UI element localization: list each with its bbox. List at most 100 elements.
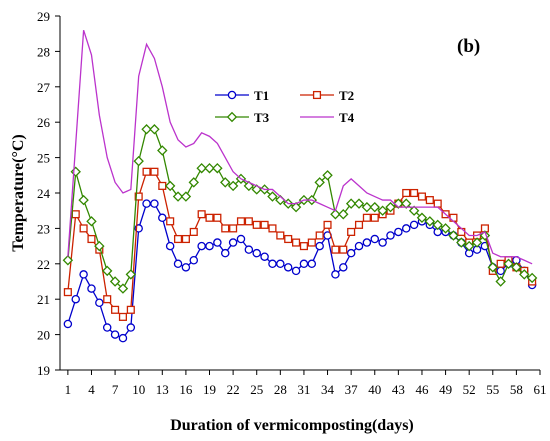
data-point-t2 bbox=[197, 210, 206, 219]
data-point-t3 bbox=[227, 180, 239, 192]
data-point-t1 bbox=[95, 298, 104, 307]
data-point-t1 bbox=[228, 238, 238, 247]
data-point-t2 bbox=[433, 199, 442, 208]
data-point-t3 bbox=[432, 219, 443, 231]
data-point-t3 bbox=[204, 163, 215, 174]
data-point-t3 bbox=[526, 272, 538, 284]
data-point-t3 bbox=[267, 191, 278, 202]
data-point-t3 bbox=[487, 262, 499, 273]
data-point-t2 bbox=[229, 224, 238, 233]
x-tick-label: 22 bbox=[227, 382, 240, 397]
x-tick-label: 19 bbox=[203, 382, 216, 397]
data-point-t2 bbox=[236, 217, 246, 226]
x-tick-label: 46 bbox=[415, 382, 429, 397]
data-point-t3 bbox=[456, 237, 467, 248]
data-point-t1 bbox=[401, 224, 411, 233]
data-point-t3 bbox=[117, 283, 129, 294]
chart-legend: T1 T2 T3 T4 bbox=[215, 88, 355, 125]
data-point-t3 bbox=[133, 155, 144, 167]
x-axis-ticks: 1 4 7 10 13 16 19 22 25 28 31 34 37 40 43 46 49 52 55 58 61 bbox=[65, 370, 547, 397]
x-tick-label: 1 bbox=[65, 382, 72, 397]
y-tick-label: 20 bbox=[37, 328, 50, 343]
data-point-t1 bbox=[158, 213, 167, 223]
data-point-t2 bbox=[87, 234, 96, 244]
panel-label: (b) bbox=[457, 36, 480, 57]
data-point-t2 bbox=[181, 234, 190, 244]
data-point-t2 bbox=[276, 231, 285, 240]
data-point-t3 bbox=[416, 212, 428, 223]
data-point-t2 bbox=[410, 188, 419, 198]
legend-marker-t3 bbox=[226, 111, 238, 123]
data-point-t1 bbox=[307, 259, 317, 269]
data-point-t1 bbox=[126, 323, 136, 332]
data-point-t2 bbox=[457, 227, 466, 236]
data-point-t3 bbox=[322, 170, 333, 181]
data-point-t1 bbox=[315, 241, 324, 251]
data-point-t2 bbox=[323, 220, 332, 229]
data-point-t2 bbox=[260, 220, 269, 229]
data-point-t1 bbox=[394, 227, 403, 237]
data-point-t3 bbox=[180, 191, 192, 202]
data-point-t3 bbox=[338, 209, 349, 220]
y-tick-label: 28 bbox=[37, 44, 50, 59]
y-axis-ticks: 19 20 21 22 23 24 25 26 27 28 29 bbox=[37, 9, 60, 378]
data-point-t2 bbox=[205, 213, 214, 222]
data-point-t3 bbox=[70, 166, 81, 177]
data-point-t3 bbox=[172, 191, 184, 202]
data-point-t3 bbox=[511, 262, 522, 273]
data-point-t3 bbox=[78, 194, 89, 206]
data-point-t3 bbox=[62, 255, 74, 266]
data-point-t3 bbox=[401, 198, 412, 209]
data-point-t2 bbox=[496, 259, 505, 268]
data-point-t1 bbox=[71, 294, 80, 304]
data-point-t2 bbox=[354, 220, 364, 229]
data-point-t1 bbox=[346, 248, 356, 258]
data-point-t2 bbox=[142, 167, 151, 176]
data-point-t2 bbox=[166, 217, 175, 226]
data-point-t3 bbox=[408, 205, 420, 216]
data-point-t2 bbox=[150, 167, 159, 176]
data-point-t1 bbox=[197, 241, 206, 251]
data-point-t2 bbox=[284, 234, 293, 244]
data-point-t3 bbox=[109, 276, 121, 287]
x-tick-label: 25 bbox=[250, 382, 263, 397]
data-point-t2 bbox=[347, 227, 356, 236]
data-point-t3 bbox=[345, 198, 357, 209]
data-point-t1 bbox=[283, 263, 293, 272]
data-point-t1 bbox=[102, 323, 112, 332]
data-point-t1 bbox=[291, 266, 301, 276]
y-tick-label: 26 bbox=[37, 115, 51, 130]
data-point-t2 bbox=[315, 231, 324, 240]
data-point-t2 bbox=[252, 220, 261, 229]
series-t4 bbox=[67, 29, 533, 265]
data-point-t3 bbox=[361, 201, 373, 213]
data-point-t2 bbox=[189, 227, 198, 236]
x-tick-label: 10 bbox=[132, 382, 145, 397]
data-point-t1 bbox=[110, 330, 120, 339]
data-point-t1 bbox=[165, 241, 175, 251]
data-point-t2 bbox=[299, 242, 308, 251]
data-point-t3 bbox=[377, 205, 388, 216]
data-point-t3 bbox=[471, 237, 483, 248]
data-point-t3 bbox=[157, 145, 168, 156]
data-point-t2 bbox=[221, 224, 230, 233]
x-axis-title: Duration of vermicomposting(days) bbox=[170, 417, 414, 434]
x-tick-label: 28 bbox=[274, 382, 287, 397]
data-point-t1 bbox=[276, 259, 285, 269]
legend-marker-t1 bbox=[227, 90, 237, 100]
data-point-t3 bbox=[448, 230, 459, 241]
data-point-t3 bbox=[463, 240, 475, 252]
y-axis-title: Temperature(°C) bbox=[10, 134, 27, 251]
data-point-t3 bbox=[188, 177, 199, 188]
data-point-t3 bbox=[353, 198, 365, 209]
y-tick-label: 25 bbox=[37, 151, 50, 166]
data-point-t2 bbox=[118, 312, 128, 321]
data-point-t2 bbox=[173, 234, 183, 244]
data-point-t1 bbox=[386, 231, 395, 240]
data-point-t3 bbox=[212, 163, 223, 174]
data-point-t3 bbox=[125, 269, 137, 280]
data-point-t2 bbox=[111, 305, 120, 314]
data-point-t1 bbox=[173, 259, 183, 269]
data-point-t3 bbox=[220, 177, 231, 188]
data-point-t3 bbox=[385, 201, 396, 213]
